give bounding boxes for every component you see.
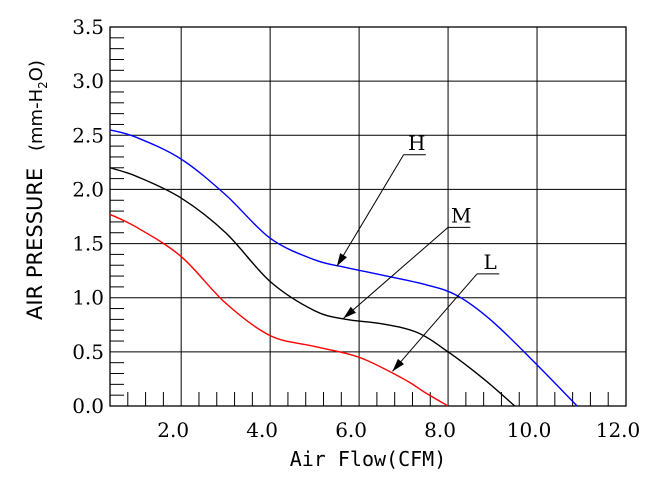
annotation-leader bbox=[392, 273, 478, 372]
x-tick-label: 10.0 bbox=[507, 418, 552, 442]
y-tick-label: 3.0 bbox=[72, 69, 104, 93]
x-tick-label: 8.0 bbox=[424, 418, 456, 442]
annotation-label: H bbox=[408, 131, 425, 155]
series-group bbox=[109, 129, 578, 407]
annotation-leader bbox=[336, 154, 405, 267]
annotation-arrowhead bbox=[336, 253, 347, 267]
y-tick-label: 1.0 bbox=[72, 286, 104, 310]
y-tick-label: 2.5 bbox=[72, 123, 104, 147]
x-tick-label: 2.0 bbox=[157, 418, 189, 442]
y-axis-label-unit-end: O) bbox=[26, 60, 47, 81]
y-tick-label: 1.5 bbox=[72, 232, 104, 256]
annotation-group: H ML bbox=[336, 131, 500, 372]
x-tick-label: 6.0 bbox=[335, 418, 367, 442]
x-axis-label: Air Flow(CFM) bbox=[290, 447, 447, 471]
series-line-l bbox=[109, 213, 449, 407]
y-axis-label-unit-sub: 2 bbox=[36, 81, 50, 89]
y-tick-label: 0.0 bbox=[72, 394, 104, 418]
y-tick-label: 0.5 bbox=[72, 340, 104, 364]
plot-frame bbox=[109, 26, 627, 407]
annotation-m: M bbox=[343, 203, 471, 319]
x-tick-label: 12.0 bbox=[596, 418, 641, 442]
y-axis-label: AIR PRESSURE (mm-H2O) bbox=[23, 60, 50, 320]
minor-ticks bbox=[110, 37, 609, 406]
annotation-label: L bbox=[483, 250, 496, 274]
series-line-h bbox=[109, 129, 578, 407]
annotation-arrowhead bbox=[343, 306, 356, 319]
y-axis-label-main: AIR PRESSURE bbox=[23, 168, 47, 320]
series-line-m bbox=[109, 167, 516, 407]
annotation-l: L bbox=[392, 250, 500, 372]
y-tick-label: 2.0 bbox=[72, 177, 104, 201]
y-tick-label: 3.5 bbox=[72, 15, 104, 39]
annotation-h: H bbox=[336, 131, 426, 267]
y-tick-labels: 0.0 0.5 1.0 1.5 2.0 2.5 3.0 3.5 bbox=[72, 15, 104, 418]
y-axis-label-unit: (mm-H bbox=[26, 89, 47, 151]
x-tick-label: 4.0 bbox=[246, 418, 278, 442]
annotation-arrowhead bbox=[392, 358, 405, 372]
annotation-label: M bbox=[451, 203, 471, 227]
grid bbox=[109, 26, 627, 407]
x-tick-labels: 2.0 4.0 6.0 8.0 10.0 12.0 bbox=[157, 418, 640, 442]
annotation-leader bbox=[343, 226, 449, 319]
